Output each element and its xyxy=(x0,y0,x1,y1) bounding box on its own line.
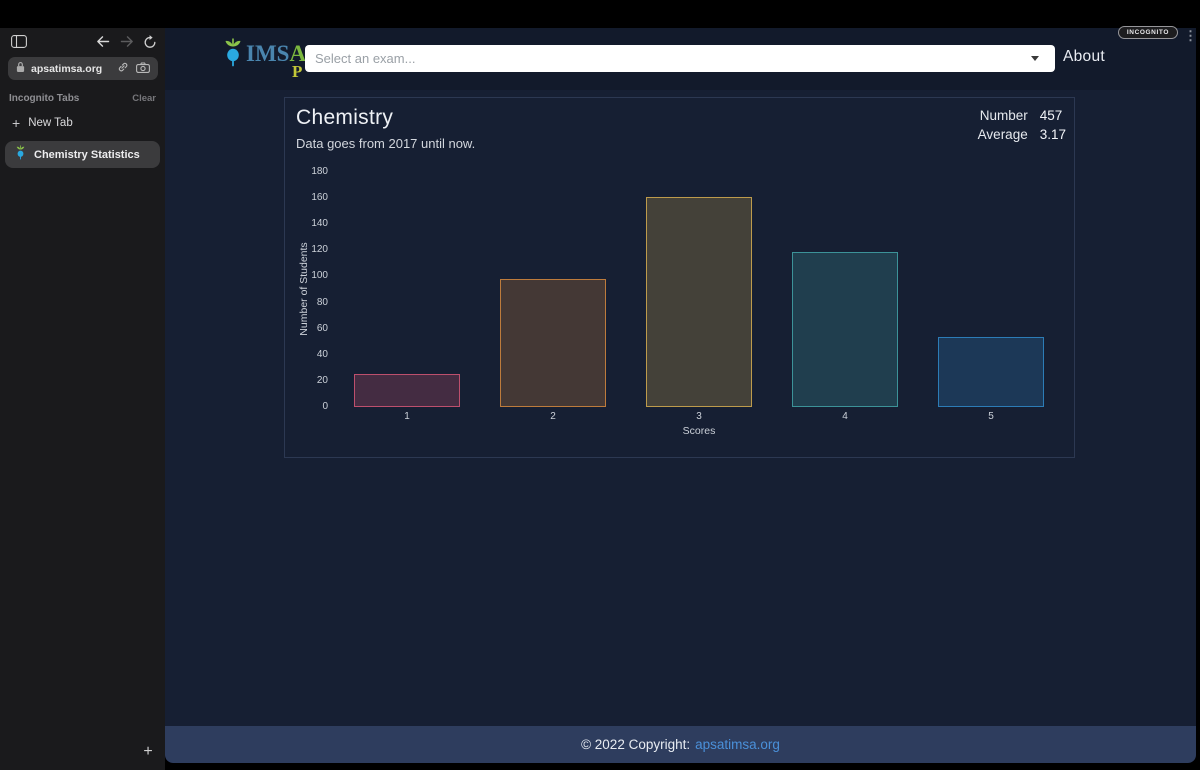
reload-icon xyxy=(143,34,157,54)
lock-icon xyxy=(16,60,25,78)
copyright-text: © 2022 Copyright: xyxy=(581,737,691,752)
y-tick-label: 80 xyxy=(316,296,328,308)
average-label: Average xyxy=(977,127,1028,142)
reload-button[interactable] xyxy=(141,34,159,54)
bar-score-3[interactable] xyxy=(646,196,752,407)
browser-sidebar: apsatimsa.org Incognito Tabs Clear + New… xyxy=(0,28,165,770)
footer-site-link[interactable]: apsatimsa.org xyxy=(695,737,780,752)
y-tick-label: 140 xyxy=(311,218,328,230)
bar-score-1[interactable] xyxy=(354,374,460,407)
logo-ims: IMS xyxy=(246,41,290,66)
y-tick-label: 60 xyxy=(316,322,328,334)
new-tab-button[interactable]: + New Tab xyxy=(12,114,73,132)
plus-icon: + xyxy=(12,115,21,131)
tabs-section-header: Incognito Tabs Clear xyxy=(9,91,156,105)
chevron-down-icon xyxy=(1031,56,1039,61)
x-tick-label: 2 xyxy=(550,411,556,422)
page-viewport: IMSA P Select an exam... About Chemistry… xyxy=(165,28,1196,763)
y-tick-label: 40 xyxy=(316,348,328,360)
incognito-tabs-label: Incognito Tabs xyxy=(9,92,80,104)
bar-chart: Number of Students Scores 0 20 40 60 80 100 12… xyxy=(285,98,1074,457)
url-text: apsatimsa.org xyxy=(31,62,103,75)
logo-a: A xyxy=(289,41,307,66)
y-tick-label: 160 xyxy=(311,192,328,204)
chart-title: Chemistry xyxy=(296,106,394,129)
tab-title: Chemistry Statistics xyxy=(34,148,140,161)
site-footer: © 2022 Copyright: apsatimsa.org xyxy=(165,726,1196,763)
bar-score-2[interactable] xyxy=(500,279,606,407)
screenshot-camera-icon[interactable] xyxy=(136,60,150,78)
logo-p: P xyxy=(292,62,303,81)
clear-tabs-button[interactable]: Clear xyxy=(132,92,156,104)
add-tab-bottom-button[interactable]: + xyxy=(143,743,153,760)
x-tick-label: 1 xyxy=(404,411,410,422)
radish-favicon xyxy=(15,145,26,165)
sidebar-panel-icon xyxy=(11,35,27,53)
x-tick-label: 4 xyxy=(842,411,848,422)
y-tick-label: 100 xyxy=(311,270,328,282)
back-button[interactable] xyxy=(93,36,111,52)
x-axis-title: Scores xyxy=(682,425,716,437)
y-tick-label: 20 xyxy=(316,374,328,386)
overflow-menu-dots[interactable]: ⋮ xyxy=(1184,28,1197,43)
exam-select-dropdown[interactable]: Select an exam... xyxy=(305,45,1055,72)
back-arrow-icon xyxy=(95,35,110,53)
about-link[interactable]: About xyxy=(1063,48,1106,65)
y-tick-label: 180 xyxy=(311,166,328,177)
number-value: 457 xyxy=(1039,108,1063,123)
y-tick-label: 0 xyxy=(322,401,328,412)
forward-arrow-icon xyxy=(120,35,135,53)
bar-score-4[interactable] xyxy=(792,251,898,407)
exam-stats: Number 457 Average 3.17 xyxy=(978,108,1066,142)
address-bar[interactable]: apsatimsa.org xyxy=(8,57,158,80)
incognito-badge: INCOGNITO xyxy=(1117,26,1178,39)
chart-subtitle: Data goes from 2017 until now. xyxy=(296,136,476,151)
copy-link-icon[interactable] xyxy=(117,60,129,78)
y-tick-label: 120 xyxy=(311,244,328,256)
new-tab-label: New Tab xyxy=(28,117,73,129)
site-navbar: IMSA P Select an exam... About xyxy=(165,28,1196,90)
exam-select-placeholder: Select an exam... xyxy=(315,51,416,66)
x-tick-label: 5 xyxy=(988,411,994,422)
radish-logo-icon xyxy=(222,37,244,73)
average-value: 3.17 xyxy=(1039,127,1066,142)
logo-text: IMSA P xyxy=(246,41,307,81)
forward-button[interactable] xyxy=(118,36,136,52)
chart-card: Chemistry Data goes from 2017 until now.… xyxy=(284,97,1075,458)
toggle-sidebar-button[interactable] xyxy=(10,35,28,53)
site-logo[interactable]: IMSA P xyxy=(222,37,307,81)
number-label: Number xyxy=(979,108,1028,123)
tab-chemistry-statistics[interactable]: Chemistry Statistics xyxy=(5,141,160,168)
sidebar-toolbar xyxy=(0,32,165,56)
x-tick-label: 3 xyxy=(696,411,702,422)
bar-score-5[interactable] xyxy=(938,336,1044,407)
